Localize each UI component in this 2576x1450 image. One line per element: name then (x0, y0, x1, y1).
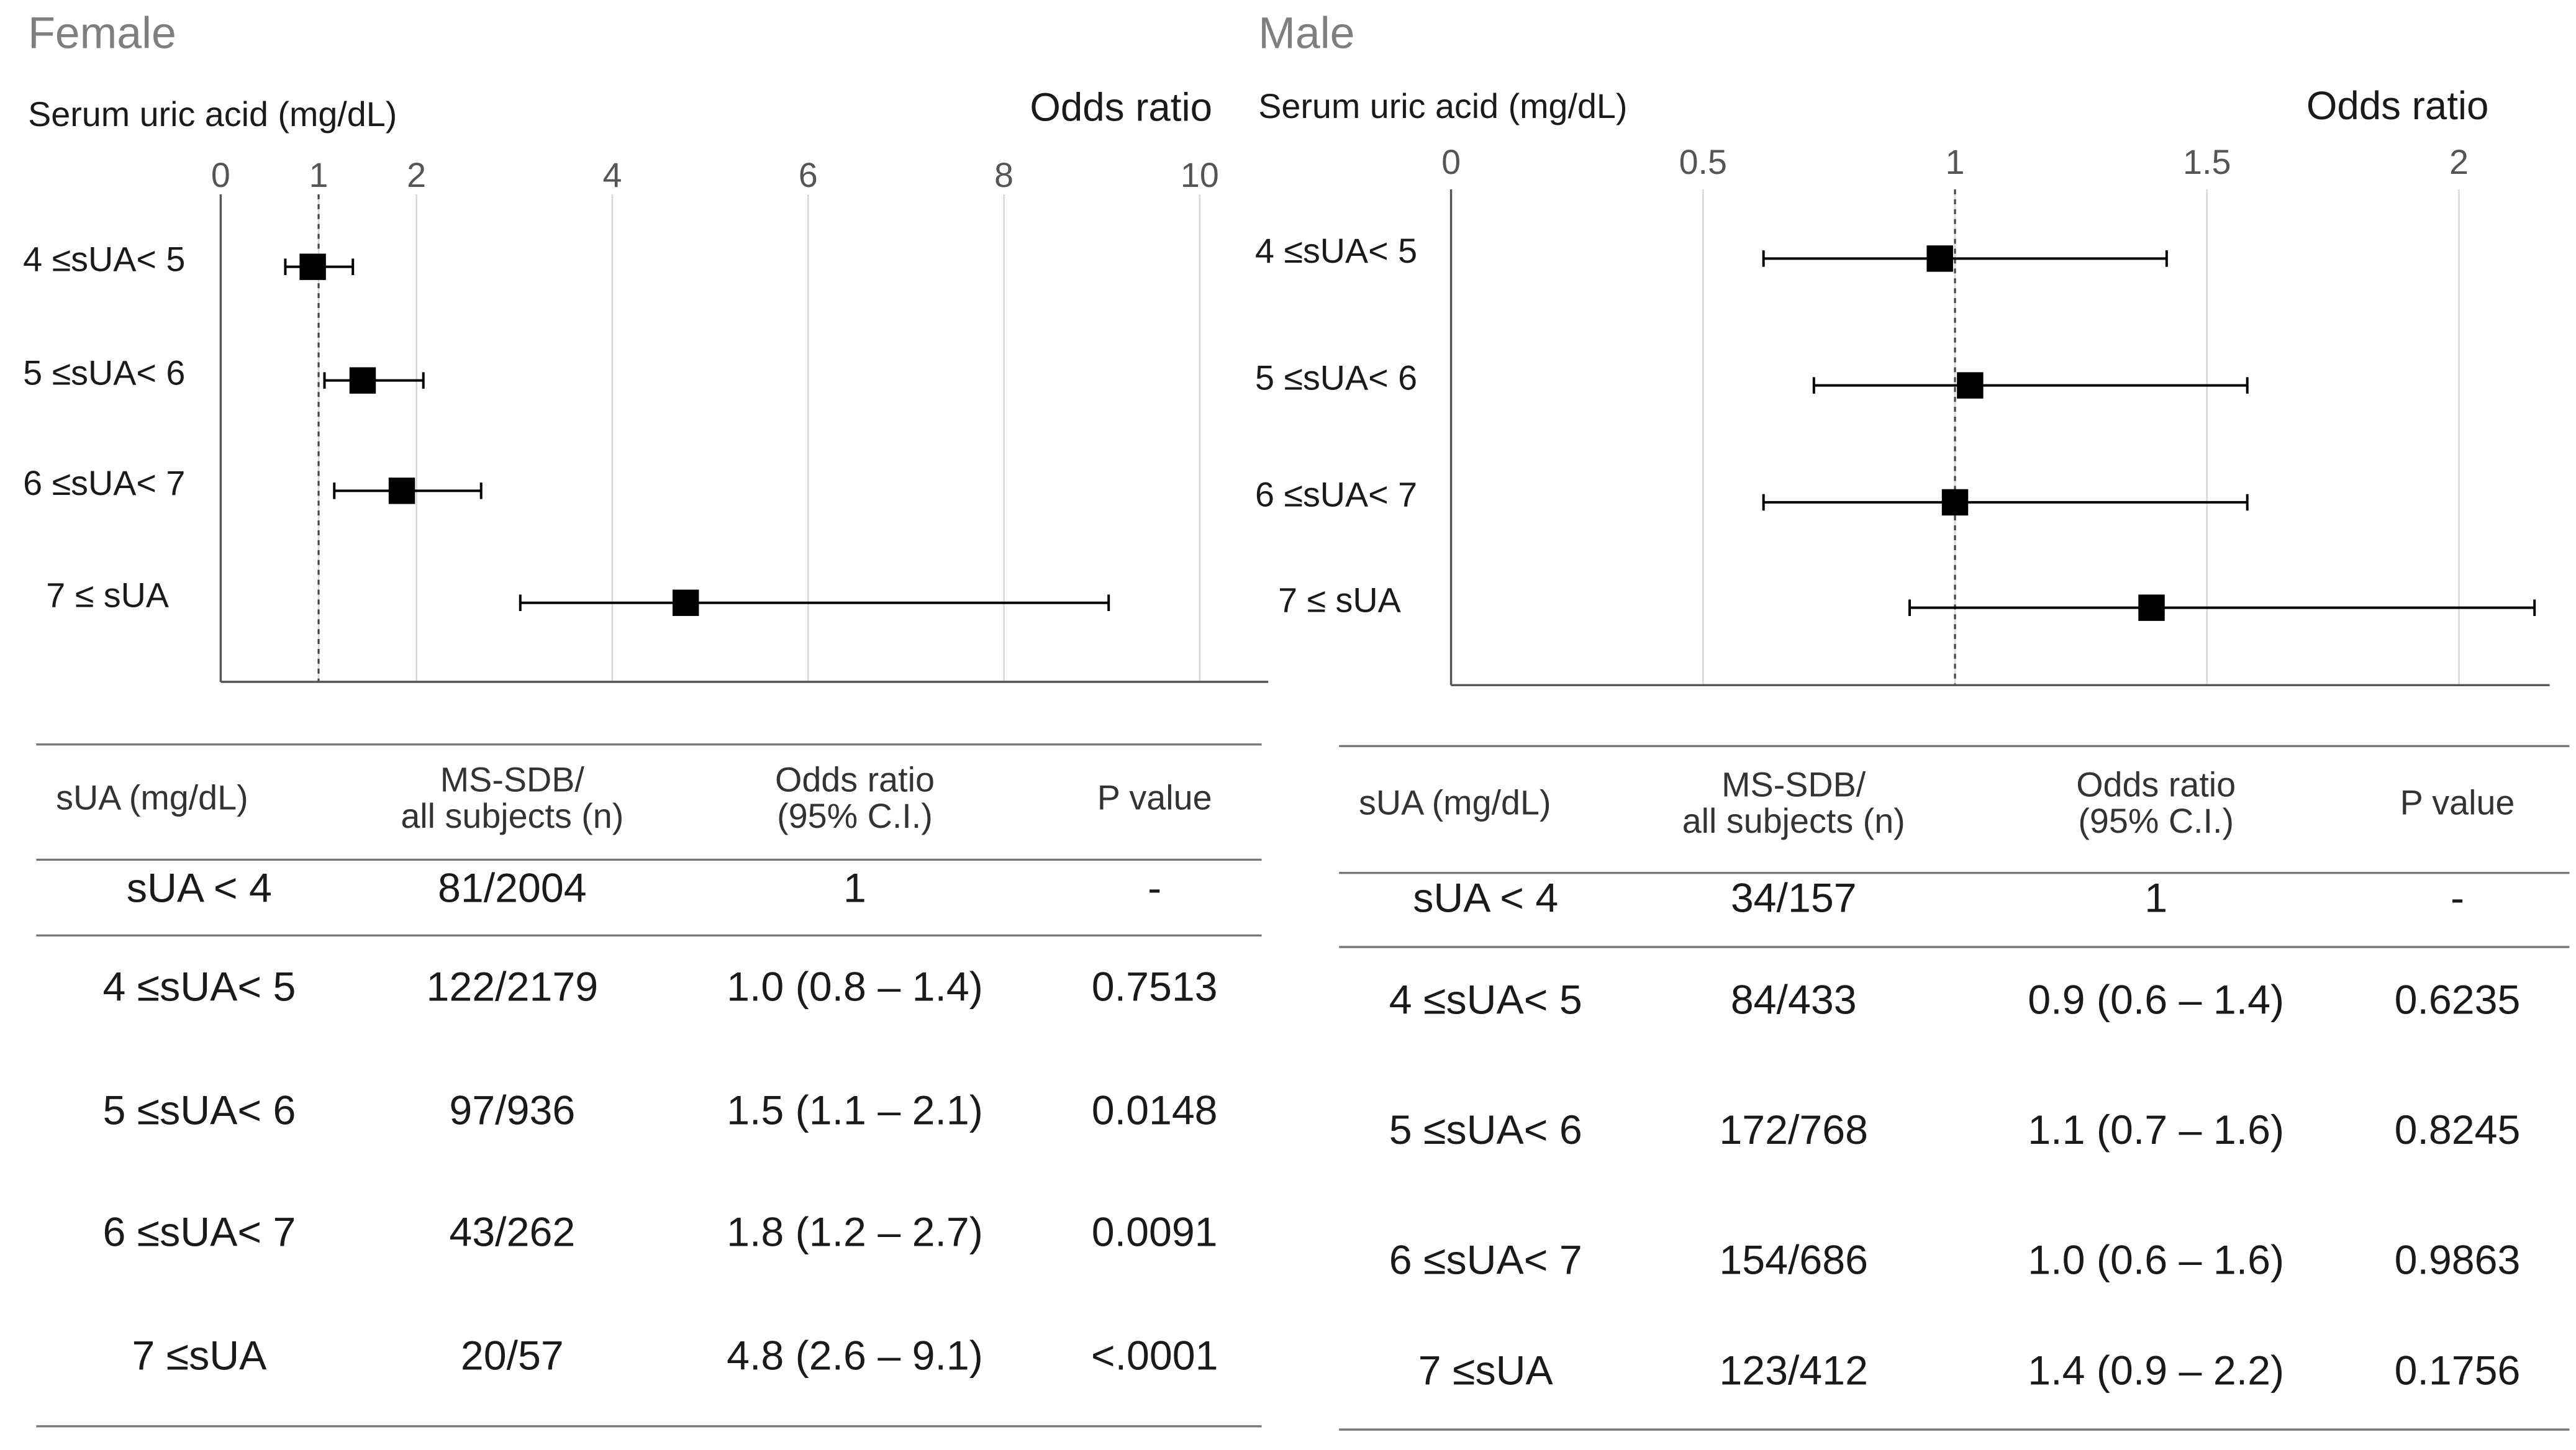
table-cell: 0.9 (0.6 – 1.4) (2028, 977, 2284, 1023)
category-label: 5 ≤sUA< 6 (1255, 358, 1417, 397)
odds-ratio-marker (299, 253, 326, 280)
table-cell: 4 ≤sUA< 5 (1389, 977, 1582, 1023)
panel-title: Male (1258, 8, 1354, 58)
table-cell: 4.8 (2.6 – 9.1) (727, 1333, 983, 1379)
table-cell: - (2451, 875, 2464, 921)
table-cell: 1.1 (0.7 – 1.6) (2028, 1107, 2284, 1153)
odds-ratio-marker (1957, 372, 1984, 399)
table-cell: 0.6235 (2395, 977, 2521, 1023)
table-cell: 122/2179 (427, 964, 599, 1010)
x-tick-label: 1 (309, 156, 329, 194)
table-cell: 1 (2144, 875, 2167, 921)
table-cell: 4 ≤sUA< 5 (102, 964, 296, 1010)
table-header: (95% C.I.) (2078, 802, 2234, 840)
table-header: Odds ratio (775, 761, 935, 799)
category-label: 7 ≤ sUA (1278, 581, 1402, 619)
table-cell: - (1148, 865, 1161, 911)
table-header: all subjects (n) (401, 797, 624, 835)
x-tick-label: 1.5 (2183, 143, 2231, 181)
table-cell: 0.8245 (2395, 1107, 2521, 1153)
category-label: 6 ≤sUA< 7 (1255, 476, 1417, 514)
table-cell: 7 ≤sUA (1418, 1348, 1554, 1393)
table-cell: 6 ≤sUA< 7 (1389, 1238, 1582, 1284)
category-label: 6 ≤sUA< 7 (23, 464, 185, 502)
odds-ratio-marker (672, 589, 699, 616)
panel-title: Female (28, 8, 176, 58)
table-cell: 6 ≤sUA< 7 (102, 1210, 296, 1256)
table-cell: 1.4 (0.9 – 2.2) (2028, 1348, 2284, 1393)
table-cell: 0.9863 (2395, 1238, 2521, 1284)
table-header: MS-SDB/ (1721, 765, 1866, 804)
table-header: MS-SDB/ (440, 761, 585, 799)
table-cell: 1.0 (0.6 – 1.6) (2028, 1238, 2284, 1284)
x-axis-label: Odds ratio (2306, 84, 2489, 128)
table-cell: 7 ≤sUA (132, 1333, 267, 1379)
x-axis-label: Odds ratio (1030, 86, 1212, 130)
table-cell: 84/433 (1731, 977, 1857, 1023)
table-header: P value (2400, 784, 2515, 822)
table-cell: 154/686 (1719, 1238, 1868, 1284)
x-tick-label: 6 (799, 156, 818, 194)
table-cell: 0.1756 (2395, 1348, 2521, 1393)
table-cell: 81/2004 (438, 865, 587, 911)
table-cell: 172/768 (1719, 1107, 1868, 1153)
table-cell: 43/262 (449, 1210, 575, 1256)
table-header: (95% C.I.) (777, 797, 933, 835)
table-cell: 1.5 (1.1 – 2.1) (727, 1087, 983, 1133)
table-cell: 20/57 (461, 1333, 564, 1379)
y-axis-label: Serum uric acid (mg/dL) (28, 95, 397, 134)
table-cell: sUA < 4 (1413, 875, 1558, 921)
table-cell: 1.8 (1.2 – 2.7) (727, 1210, 983, 1256)
odds-ratio-marker (1941, 489, 1969, 516)
table-cell: sUA < 4 (127, 865, 272, 911)
x-tick-label: 8 (994, 156, 1014, 194)
category-label: 4 ≤sUA< 5 (1255, 232, 1417, 270)
table-cell: 5 ≤sUA< 6 (102, 1087, 296, 1133)
x-tick-label: 1 (1946, 143, 1965, 181)
table-cell: 0.7513 (1092, 964, 1218, 1010)
table-header: all subjects (n) (1682, 802, 1905, 840)
table-header: sUA (mg/dL) (56, 779, 248, 817)
x-tick-label: 10 (1181, 156, 1219, 194)
table-header: P value (1097, 779, 1212, 817)
table-header: Odds ratio (2076, 765, 2236, 804)
category-label: 4 ≤sUA< 5 (23, 240, 185, 278)
category-label: 5 ≤sUA< 6 (23, 353, 185, 392)
x-tick-label: 4 (602, 156, 622, 194)
table-cell: 1.0 (0.8 – 1.4) (727, 964, 983, 1010)
odds-ratio-marker (2138, 594, 2165, 621)
table-cell: 1 (843, 865, 866, 911)
x-tick-label: 2 (407, 156, 426, 194)
table-cell: <.0001 (1091, 1333, 1218, 1379)
table-cell: 34/157 (1731, 875, 1857, 921)
category-label: 7 ≤ sUA (46, 576, 170, 614)
odds-ratio-marker (349, 367, 376, 394)
table-cell: 97/936 (449, 1087, 575, 1133)
table-cell: 0.0148 (1092, 1087, 1218, 1133)
table-cell: 123/412 (1719, 1348, 1868, 1393)
table-cell: 0.0091 (1092, 1210, 1218, 1256)
x-tick-label: 0 (1441, 143, 1461, 181)
odds-ratio-marker (388, 478, 415, 504)
table-cell: 5 ≤sUA< 6 (1389, 1107, 1582, 1153)
y-axis-label: Serum uric acid (mg/dL) (1258, 87, 1627, 125)
x-tick-label: 2 (2449, 143, 2469, 181)
table-header: sUA (mg/dL) (1359, 784, 1551, 822)
odds-ratio-marker (1926, 245, 1953, 272)
x-tick-label: 0 (211, 156, 230, 194)
x-tick-label: 0.5 (1679, 143, 1727, 181)
